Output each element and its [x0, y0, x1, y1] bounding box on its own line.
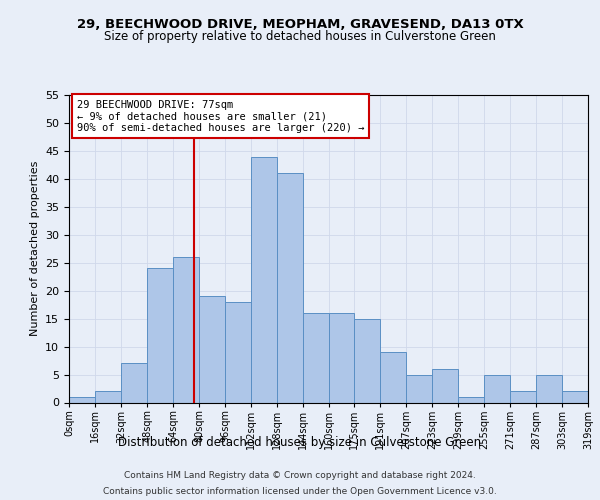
Bar — [199, 296, 225, 403]
Bar — [251, 156, 277, 402]
Bar — [225, 302, 251, 402]
Bar — [484, 374, 510, 402]
Bar — [536, 374, 562, 402]
Bar — [95, 392, 121, 402]
Bar — [303, 313, 329, 402]
Bar — [458, 397, 484, 402]
Y-axis label: Number of detached properties: Number of detached properties — [29, 161, 40, 336]
Bar — [562, 392, 588, 402]
Bar — [173, 257, 199, 402]
Bar — [329, 313, 354, 402]
Text: Contains HM Land Registry data © Crown copyright and database right 2024.: Contains HM Land Registry data © Crown c… — [124, 472, 476, 480]
Bar — [277, 174, 303, 402]
Text: 29, BEECHWOOD DRIVE, MEOPHAM, GRAVESEND, DA13 0TX: 29, BEECHWOOD DRIVE, MEOPHAM, GRAVESEND,… — [77, 18, 523, 30]
Text: Size of property relative to detached houses in Culverstone Green: Size of property relative to detached ho… — [104, 30, 496, 43]
Text: 29 BEECHWOOD DRIVE: 77sqm
← 9% of detached houses are smaller (21)
90% of semi-d: 29 BEECHWOOD DRIVE: 77sqm ← 9% of detach… — [77, 100, 364, 133]
Text: Contains public sector information licensed under the Open Government Licence v3: Contains public sector information licen… — [103, 486, 497, 496]
Bar — [380, 352, 406, 403]
Bar — [354, 318, 380, 402]
Bar — [406, 374, 432, 402]
Bar — [121, 364, 147, 403]
Bar — [510, 392, 536, 402]
Text: Distribution of detached houses by size in Culverstone Green: Distribution of detached houses by size … — [118, 436, 482, 449]
Bar — [69, 397, 95, 402]
Bar — [432, 369, 458, 402]
Bar — [147, 268, 173, 402]
